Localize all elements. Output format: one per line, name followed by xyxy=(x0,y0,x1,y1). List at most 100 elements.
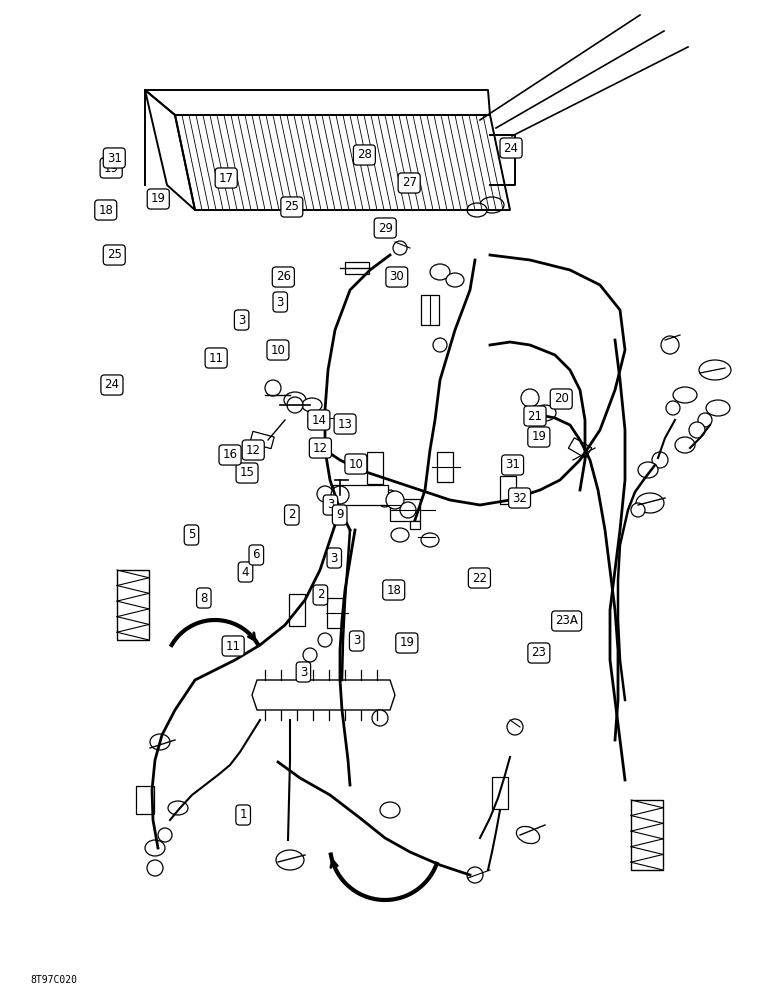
Ellipse shape xyxy=(673,387,697,403)
Text: 2: 2 xyxy=(317,588,324,601)
Text: 14: 14 xyxy=(311,414,327,426)
Ellipse shape xyxy=(516,826,540,844)
Bar xyxy=(327,598,343,628)
Text: 1: 1 xyxy=(239,808,247,822)
Circle shape xyxy=(318,633,332,647)
Circle shape xyxy=(317,486,333,502)
Bar xyxy=(250,431,274,449)
Ellipse shape xyxy=(430,264,450,280)
Text: 30: 30 xyxy=(389,270,405,284)
Text: 11: 11 xyxy=(225,640,241,652)
Ellipse shape xyxy=(302,398,322,412)
Ellipse shape xyxy=(380,802,400,818)
Ellipse shape xyxy=(534,405,556,421)
Text: 3: 3 xyxy=(300,666,307,678)
Text: 10: 10 xyxy=(270,344,286,357)
Text: 31: 31 xyxy=(505,458,520,472)
Text: 19: 19 xyxy=(103,161,119,174)
Circle shape xyxy=(378,493,392,507)
Ellipse shape xyxy=(150,734,170,750)
Text: 24: 24 xyxy=(503,141,519,154)
Circle shape xyxy=(158,828,172,842)
Ellipse shape xyxy=(276,850,304,870)
Text: 21: 21 xyxy=(527,410,543,422)
Circle shape xyxy=(666,401,680,415)
Text: 8T97C020: 8T97C020 xyxy=(30,975,77,985)
Bar xyxy=(345,262,369,274)
Circle shape xyxy=(652,452,668,468)
Circle shape xyxy=(467,867,483,883)
Text: 23: 23 xyxy=(531,647,547,660)
Bar xyxy=(631,800,663,870)
Bar xyxy=(437,452,453,482)
Text: 24: 24 xyxy=(104,378,120,391)
Text: 19: 19 xyxy=(531,430,547,444)
Text: 12: 12 xyxy=(313,442,328,454)
Ellipse shape xyxy=(391,528,409,542)
Ellipse shape xyxy=(145,840,165,856)
Text: 2: 2 xyxy=(288,508,296,522)
Text: 3: 3 xyxy=(353,635,361,648)
Ellipse shape xyxy=(638,462,658,478)
Bar xyxy=(136,786,154,814)
Circle shape xyxy=(308,413,322,427)
Circle shape xyxy=(372,710,388,726)
Text: 19: 19 xyxy=(399,637,415,650)
Text: 26: 26 xyxy=(276,270,291,284)
Text: 3: 3 xyxy=(330,552,338,564)
Text: 25: 25 xyxy=(284,200,300,214)
Circle shape xyxy=(521,389,539,407)
Text: 32: 32 xyxy=(512,491,527,504)
Text: 27: 27 xyxy=(401,176,417,190)
Polygon shape xyxy=(252,680,395,710)
Ellipse shape xyxy=(706,400,730,416)
Ellipse shape xyxy=(446,273,464,287)
Bar xyxy=(390,499,420,521)
Circle shape xyxy=(393,241,407,255)
Circle shape xyxy=(383,490,397,504)
Text: 3: 3 xyxy=(238,314,245,326)
Circle shape xyxy=(287,397,303,413)
Circle shape xyxy=(698,413,712,427)
Circle shape xyxy=(386,491,404,509)
Ellipse shape xyxy=(699,360,731,380)
Text: 31: 31 xyxy=(107,151,122,164)
Bar xyxy=(500,476,516,504)
Circle shape xyxy=(147,860,163,876)
Bar xyxy=(421,295,439,325)
Ellipse shape xyxy=(284,392,306,408)
Text: 10: 10 xyxy=(348,458,364,471)
Text: 16: 16 xyxy=(222,448,238,462)
Bar xyxy=(333,485,388,505)
Text: 18: 18 xyxy=(386,584,401,596)
Bar xyxy=(492,777,508,809)
Circle shape xyxy=(331,486,349,504)
Circle shape xyxy=(631,503,645,517)
Circle shape xyxy=(433,338,447,352)
Circle shape xyxy=(661,336,679,354)
Circle shape xyxy=(507,719,523,735)
Ellipse shape xyxy=(675,437,695,453)
Bar xyxy=(410,521,420,529)
Ellipse shape xyxy=(467,203,487,217)
Text: 6: 6 xyxy=(252,548,260,562)
Text: 22: 22 xyxy=(472,572,487,584)
Ellipse shape xyxy=(480,197,504,213)
Text: 9: 9 xyxy=(336,508,344,522)
Text: 15: 15 xyxy=(239,466,255,480)
Circle shape xyxy=(400,502,416,518)
Bar xyxy=(367,452,383,484)
Text: 19: 19 xyxy=(151,192,166,206)
Text: 12: 12 xyxy=(245,444,261,456)
Text: 5: 5 xyxy=(188,528,195,542)
Text: 4: 4 xyxy=(242,566,249,578)
Text: 28: 28 xyxy=(357,148,372,161)
Circle shape xyxy=(303,648,317,662)
Text: 3: 3 xyxy=(276,296,284,308)
Text: 23A: 23A xyxy=(555,614,578,628)
Bar xyxy=(289,594,305,626)
Text: 3: 3 xyxy=(327,498,334,512)
Bar xyxy=(568,438,591,458)
Ellipse shape xyxy=(421,533,439,547)
Text: 8: 8 xyxy=(200,591,208,604)
